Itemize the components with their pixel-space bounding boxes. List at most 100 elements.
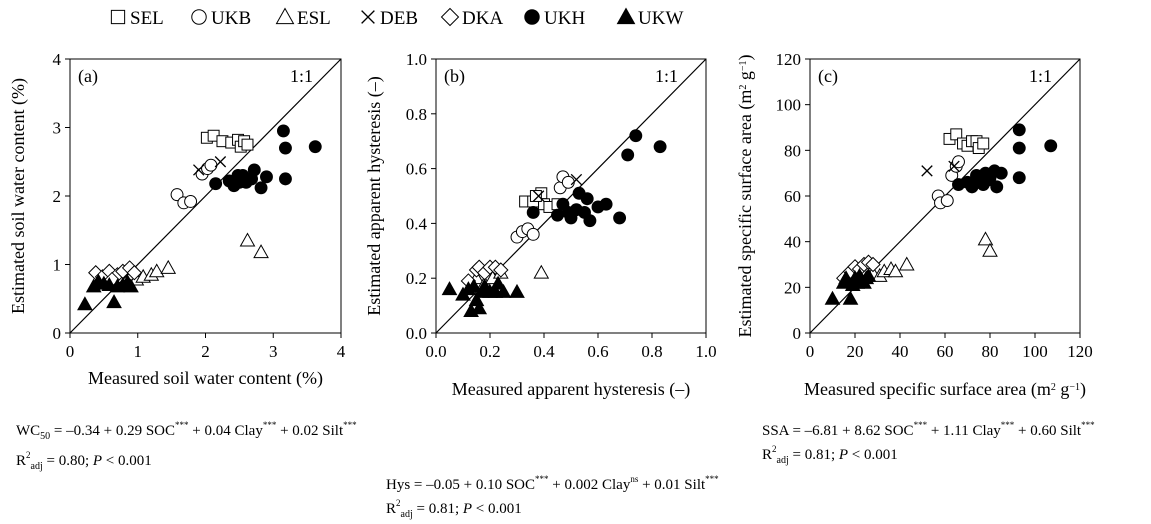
eq-wc-p-val: < 0.001 xyxy=(102,453,152,469)
eq-ssa-r-sub: adj xyxy=(776,455,789,466)
point-ukh xyxy=(254,181,268,195)
point-ukb xyxy=(561,175,575,189)
eq-wc-r-sub: adj xyxy=(30,461,43,472)
legend-marker-esl xyxy=(275,7,295,25)
eq-wc-clay: + 0.04 Clay xyxy=(188,423,263,439)
point-deb xyxy=(214,156,227,168)
x-axis-title: Measured apparent hysteresis (–) xyxy=(452,379,690,400)
legend-marker-ukh xyxy=(524,9,540,25)
point-ukw xyxy=(77,296,93,311)
equation-wc-stats: R2adj = 0.80; P < 0.001 xyxy=(16,446,152,476)
eq-ssa-r-sup: 2 xyxy=(772,444,777,454)
eq-ssa-sig-silt: *** xyxy=(1081,420,1095,430)
series-ukw xyxy=(441,275,525,318)
point-deb xyxy=(532,190,545,202)
point-ukh xyxy=(526,205,540,219)
point-ukw xyxy=(509,283,525,298)
y-tick-label: 0 xyxy=(793,324,802,343)
y-tick-label: 4 xyxy=(53,50,62,69)
eq-hys-lhs: Hys xyxy=(386,477,411,493)
y-tick-label: 20 xyxy=(784,278,801,297)
plot-frame xyxy=(435,58,707,334)
eq-ssa-sig-soc: *** xyxy=(913,420,928,430)
eq-ssa-p: P xyxy=(838,447,849,463)
point-ukh xyxy=(599,197,613,211)
legend-label-ukw: UKW xyxy=(638,8,683,29)
panel-label: (c) xyxy=(818,66,838,87)
point-esl xyxy=(898,256,915,271)
panel-label: (b) xyxy=(444,66,465,87)
y-tick-label: 0.8 xyxy=(406,105,427,124)
eq-hys-body: = –0.05 + 0.10 SOC xyxy=(410,477,536,493)
point-ukh xyxy=(1044,139,1058,153)
point-deb xyxy=(193,164,205,176)
point-esl xyxy=(253,244,269,259)
point-ukw xyxy=(860,267,877,282)
point-ukh xyxy=(990,180,1004,194)
eq-hys-silt: + 0.01 Silt xyxy=(638,477,706,493)
point-ukh xyxy=(621,148,635,162)
legend-marker-sel xyxy=(110,9,126,25)
eq-hys-r: R xyxy=(386,501,397,517)
eq-wc-lhs-sub: 50 xyxy=(40,431,51,442)
legend-item-dka: DKA xyxy=(440,7,503,29)
point-esl xyxy=(887,263,904,278)
legend-marker-deb xyxy=(361,10,375,24)
legend-item-ukb: UKB xyxy=(191,8,251,29)
x-tick-label: 1.0 xyxy=(695,342,716,361)
point-ukb xyxy=(170,188,184,202)
legend-item-ukh: UKH xyxy=(524,8,585,29)
panel-c: 0 20 40 60 80 100 120 0 20 40 60 80 100 120 (c) 1:1 Meas… xyxy=(735,50,1093,400)
series-deb xyxy=(193,156,227,176)
series-ukw xyxy=(824,267,877,305)
point-esl xyxy=(982,242,998,257)
point-ukb xyxy=(184,195,198,208)
equation-hys: Hys = –0.05 + 0.10 SOC*** + 0.002 Clayns… xyxy=(386,470,719,494)
point-ukh xyxy=(981,173,995,187)
point-deb xyxy=(921,165,933,177)
series-ukw xyxy=(77,273,139,311)
point-esl xyxy=(160,259,177,274)
x-tick-label: 0 xyxy=(66,342,75,361)
eq-hys-sig-silt: *** xyxy=(705,474,719,484)
x-tick-label: 0.2 xyxy=(479,342,500,361)
point-ukh xyxy=(994,166,1008,180)
panel-label: (a) xyxy=(78,66,98,87)
eq-hys-stat: = 0.81; xyxy=(412,501,463,517)
x-tick-label: 120 xyxy=(1067,342,1093,361)
point-ukw xyxy=(495,283,512,298)
point-ukh xyxy=(629,129,643,143)
eq-hys-r-sup: 2 xyxy=(396,498,401,508)
series-ukb xyxy=(510,170,575,244)
point-deb xyxy=(948,160,960,173)
point-ukh xyxy=(276,124,290,138)
x-tick-label: 1 xyxy=(134,342,143,361)
y-tick-label: 0.6 xyxy=(406,160,427,179)
x-tick-label: 80 xyxy=(982,342,999,361)
point-ukh xyxy=(209,177,223,191)
series-ukh xyxy=(952,123,1058,194)
y-tick-label: 100 xyxy=(776,96,802,115)
series-ukh xyxy=(526,129,667,228)
legend-item-sel: SEL xyxy=(110,8,164,29)
legend-label-esl: ESL xyxy=(297,8,331,29)
x-tick-label: 60 xyxy=(937,342,954,361)
reference-label: 1:1 xyxy=(655,66,678,86)
eq-hys-clay: + 0.002 Clay xyxy=(548,477,631,493)
x-tick-label: 2 xyxy=(201,342,210,361)
point-ukh xyxy=(278,141,292,155)
reference-label: 1:1 xyxy=(1029,66,1052,86)
x-tick-label: 3 xyxy=(269,342,278,361)
point-ukh xyxy=(1012,141,1026,155)
point-sel xyxy=(241,138,254,151)
eq-ssa-stat: = 0.81; xyxy=(788,447,839,463)
point-ukw xyxy=(106,294,122,309)
point-ukh xyxy=(613,211,627,225)
x-tick-label: 0.0 xyxy=(425,342,446,361)
point-esl xyxy=(148,263,165,278)
point-ukh xyxy=(231,169,245,182)
eq-hys-sig-soc: *** xyxy=(535,474,549,484)
panel-a: 0 1 2 3 4 0 1 2 3 4 (a) 1:1 Measured soil water cont… xyxy=(8,50,346,389)
equation-wc: WC50 = –0.34 + 0.29 SOC*** + 0.04 Clay**… xyxy=(16,416,357,446)
legend: SEL UKB ESL DEB DKA UKH UKW xyxy=(110,7,683,29)
